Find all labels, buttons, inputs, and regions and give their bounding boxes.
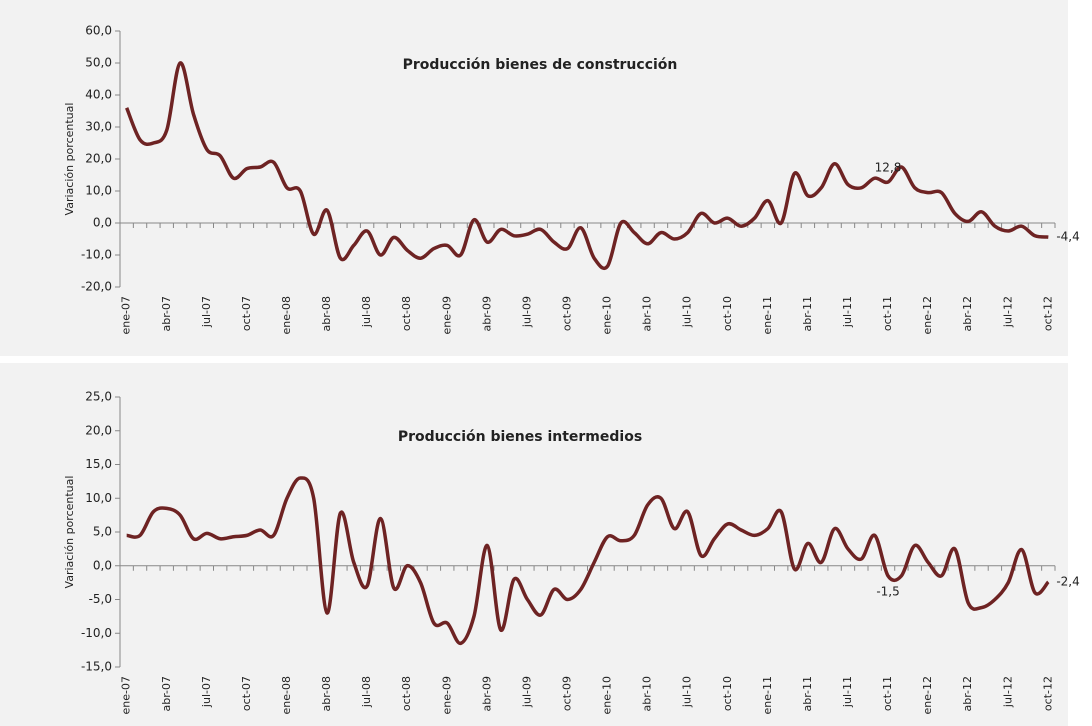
x-tick-label: ene-11: [761, 676, 774, 714]
x-tick-label: ene-12: [921, 296, 934, 334]
x-tick-label: oct-10: [721, 676, 734, 711]
y-tick-label: 20,0: [85, 152, 112, 166]
y-tick-label: 10,0: [85, 491, 112, 505]
x-tick-label: jul-11: [841, 296, 854, 328]
data-label: -1,5: [876, 584, 899, 598]
x-tick-label: jul-10: [681, 676, 694, 708]
x-tick-label: oct-09: [560, 296, 573, 331]
x-tick-label: abr-12: [961, 296, 974, 332]
x-tick-label: ene-07: [120, 296, 133, 334]
y-tick-label: 50,0: [85, 56, 112, 70]
x-tick-label: jul-08: [360, 296, 373, 328]
y-axis-label: Variación porcentual: [63, 476, 76, 589]
x-tick-label: jul-07: [200, 296, 213, 328]
x-tick-label: abr-09: [480, 676, 493, 712]
x-tick-label: ene-10: [601, 296, 614, 334]
x-tick-label: oct-07: [240, 676, 253, 711]
x-tick-label: oct-11: [881, 676, 894, 711]
x-tick-label: oct-09: [560, 676, 573, 711]
y-tick-label: -10,0: [81, 248, 112, 262]
x-tick-label: abr-12: [961, 676, 974, 712]
x-tick-label: abr-07: [160, 676, 173, 712]
x-tick-label: ene-08: [280, 296, 293, 334]
series-line: [126, 476, 1050, 646]
x-tick-label: oct-07: [240, 296, 253, 331]
x-tick-label: jul-07: [200, 676, 213, 708]
x-tick-label: jul-08: [360, 676, 373, 708]
x-tick-label: jul-10: [681, 296, 694, 328]
x-tick-label: jul-11: [841, 676, 854, 708]
x-tick-label: abr-07: [160, 296, 173, 332]
x-tick-label: jul-09: [520, 676, 533, 708]
x-tick-label: oct-11: [881, 296, 894, 331]
x-tick-label: jul-09: [520, 296, 533, 328]
y-tick-label: -20,0: [81, 280, 112, 294]
x-tick-label: abr-08: [320, 676, 333, 712]
x-tick-label: oct-08: [400, 676, 413, 711]
y-tick-label: 40,0: [85, 88, 112, 102]
y-tick-label: 10,0: [85, 184, 112, 198]
panel: [0, 363, 1068, 726]
chart-title: Producción bienes intermedios: [398, 429, 642, 445]
y-axis-label: Variación porcentual: [63, 103, 76, 216]
y-tick-label: 30,0: [85, 120, 112, 134]
x-tick-label: ene-10: [601, 676, 614, 714]
x-tick-label: jul-12: [1001, 296, 1014, 328]
y-tick-label: 20,0: [85, 423, 112, 437]
series-line: [125, 61, 1049, 271]
y-tick-label: -10,0: [81, 626, 112, 640]
y-tick-label: 25,0: [85, 390, 112, 404]
y-tick-label: 0,0: [93, 216, 112, 230]
data-label: -4,4: [1056, 230, 1079, 244]
x-tick-label: abr-09: [480, 296, 493, 332]
data-label: -2,4: [1056, 574, 1079, 588]
x-tick-label: abr-10: [641, 676, 654, 712]
x-tick-label: ene-07: [120, 676, 133, 714]
y-tick-label: -15,0: [81, 660, 112, 674]
data-label: 12,8: [875, 161, 902, 175]
x-tick-label: abr-11: [801, 296, 814, 332]
x-tick-label: oct-08: [400, 296, 413, 331]
x-tick-label: ene-09: [440, 676, 453, 714]
x-tick-label: abr-10: [641, 296, 654, 332]
y-tick-label: -5,0: [89, 592, 112, 606]
y-tick-label: 60,0: [85, 24, 112, 38]
chart-title: Producción bienes de construcción: [403, 57, 678, 73]
x-tick-label: abr-08: [320, 296, 333, 332]
x-tick-label: ene-08: [280, 676, 293, 714]
x-tick-label: jul-12: [1001, 676, 1014, 708]
y-tick-label: 15,0: [85, 457, 112, 471]
y-tick-label: 0,0: [93, 558, 112, 572]
x-tick-label: oct-10: [721, 296, 734, 331]
x-tick-label: oct-12: [1041, 676, 1054, 711]
x-tick-label: abr-11: [801, 676, 814, 712]
y-tick-label: 5,0: [93, 525, 112, 539]
x-tick-label: ene-12: [921, 676, 934, 714]
x-tick-label: oct-12: [1041, 296, 1054, 331]
x-tick-label: ene-11: [761, 296, 774, 334]
x-tick-label: ene-09: [440, 296, 453, 334]
